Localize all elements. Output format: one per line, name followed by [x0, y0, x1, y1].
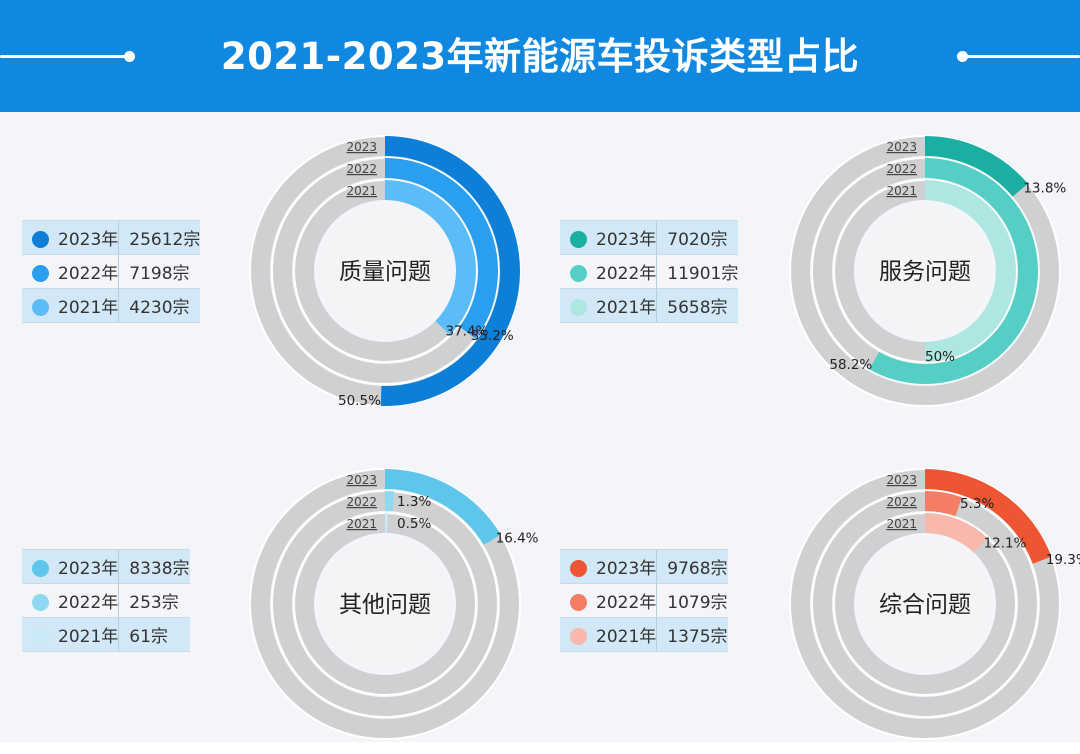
ring-year-label: 2022 [346, 495, 377, 509]
legend-year: 2022年 [58, 264, 118, 284]
percent-label: 5.3% [960, 496, 994, 512]
legend-year: 2023年 [596, 230, 656, 250]
legend-year: 2022年 [596, 593, 656, 613]
percent-label: 1.3% [397, 494, 431, 510]
donut-center-label: 其他问题 [339, 592, 431, 618]
legend-count: 1079宗 [657, 584, 728, 618]
legend-marker [32, 299, 49, 316]
legend-count: 25612宗 [119, 221, 201, 255]
ring-year-label: 2023 [346, 140, 377, 154]
legend-marker [32, 560, 49, 577]
legend-count: 8338宗 [119, 550, 190, 584]
legend-year: 2023年 [596, 559, 656, 579]
legend-year: 2021年 [596, 298, 656, 318]
legend-count: 253宗 [119, 584, 190, 618]
percent-label: 19.3% [1046, 552, 1080, 568]
legend-marker [570, 299, 587, 316]
ring-year-label: 2023 [886, 140, 917, 154]
legend-year: 2023年 [58, 230, 118, 250]
legend-count: 11901宗 [657, 255, 739, 289]
ring-year-label: 2023 [346, 473, 377, 487]
title-banner: 2021-2023年新能源车投诉类型占比 [0, 0, 1080, 112]
ring-year-label: 2022 [886, 495, 917, 509]
page-title: 2021-2023年新能源车投诉类型占比 [0, 26, 1080, 80]
legend-count: 9768宗 [657, 550, 728, 584]
ring-year-label: 2023 [886, 473, 917, 487]
legend-count: 61宗 [119, 618, 190, 652]
legend-year: 2021年 [58, 627, 118, 647]
ring-segment [925, 501, 959, 507]
donut-center-label: 综合问题 [879, 592, 971, 618]
legend-marker [570, 594, 587, 611]
legend-year: 2022年 [58, 593, 118, 613]
legend-marker [570, 628, 587, 645]
percent-label: 50% [925, 349, 955, 365]
legend-count: 7020宗 [657, 221, 739, 255]
legend-year: 2023年 [58, 559, 118, 579]
percent-label: 0.5% [397, 516, 431, 532]
ring-year-label: 2021 [346, 517, 377, 531]
percent-label: 13.8% [1023, 181, 1066, 197]
percent-label: 16.4% [496, 531, 539, 547]
legend-marker [32, 628, 49, 645]
donut-chart-service: 2023 2022 2021 13.8% 58.2% 50% 服务问题 [775, 121, 1075, 421]
ring-year-label: 2021 [346, 184, 377, 198]
percent-label: 37.4% [445, 324, 488, 340]
legend-count: 4230宗 [119, 289, 201, 323]
ring-year-label: 2022 [886, 162, 917, 176]
legend-count: 5658宗 [657, 289, 739, 323]
legend-marker [570, 231, 587, 248]
percent-label: 58.2% [829, 357, 872, 373]
donut-center-label: 质量问题 [339, 259, 431, 285]
legend-marker [32, 594, 49, 611]
legend-year: 2022年 [596, 264, 656, 284]
legend-count: 1375宗 [657, 618, 728, 652]
ring-year-label: 2021 [886, 184, 917, 198]
legend-marker [570, 560, 587, 577]
legend-year: 2021年 [596, 627, 656, 647]
legend-marker [570, 265, 587, 282]
percent-label: 50.5% [338, 393, 381, 409]
ring-year-label: 2021 [886, 517, 917, 531]
legend-year: 2021年 [58, 298, 118, 318]
percent-label: 12.1% [984, 535, 1027, 551]
legend-marker [32, 265, 49, 282]
legend-marker [32, 231, 49, 248]
legend-count: 7198宗 [119, 255, 201, 289]
donut-center-label: 服务问题 [879, 259, 971, 285]
ring-year-label: 2022 [346, 162, 377, 176]
